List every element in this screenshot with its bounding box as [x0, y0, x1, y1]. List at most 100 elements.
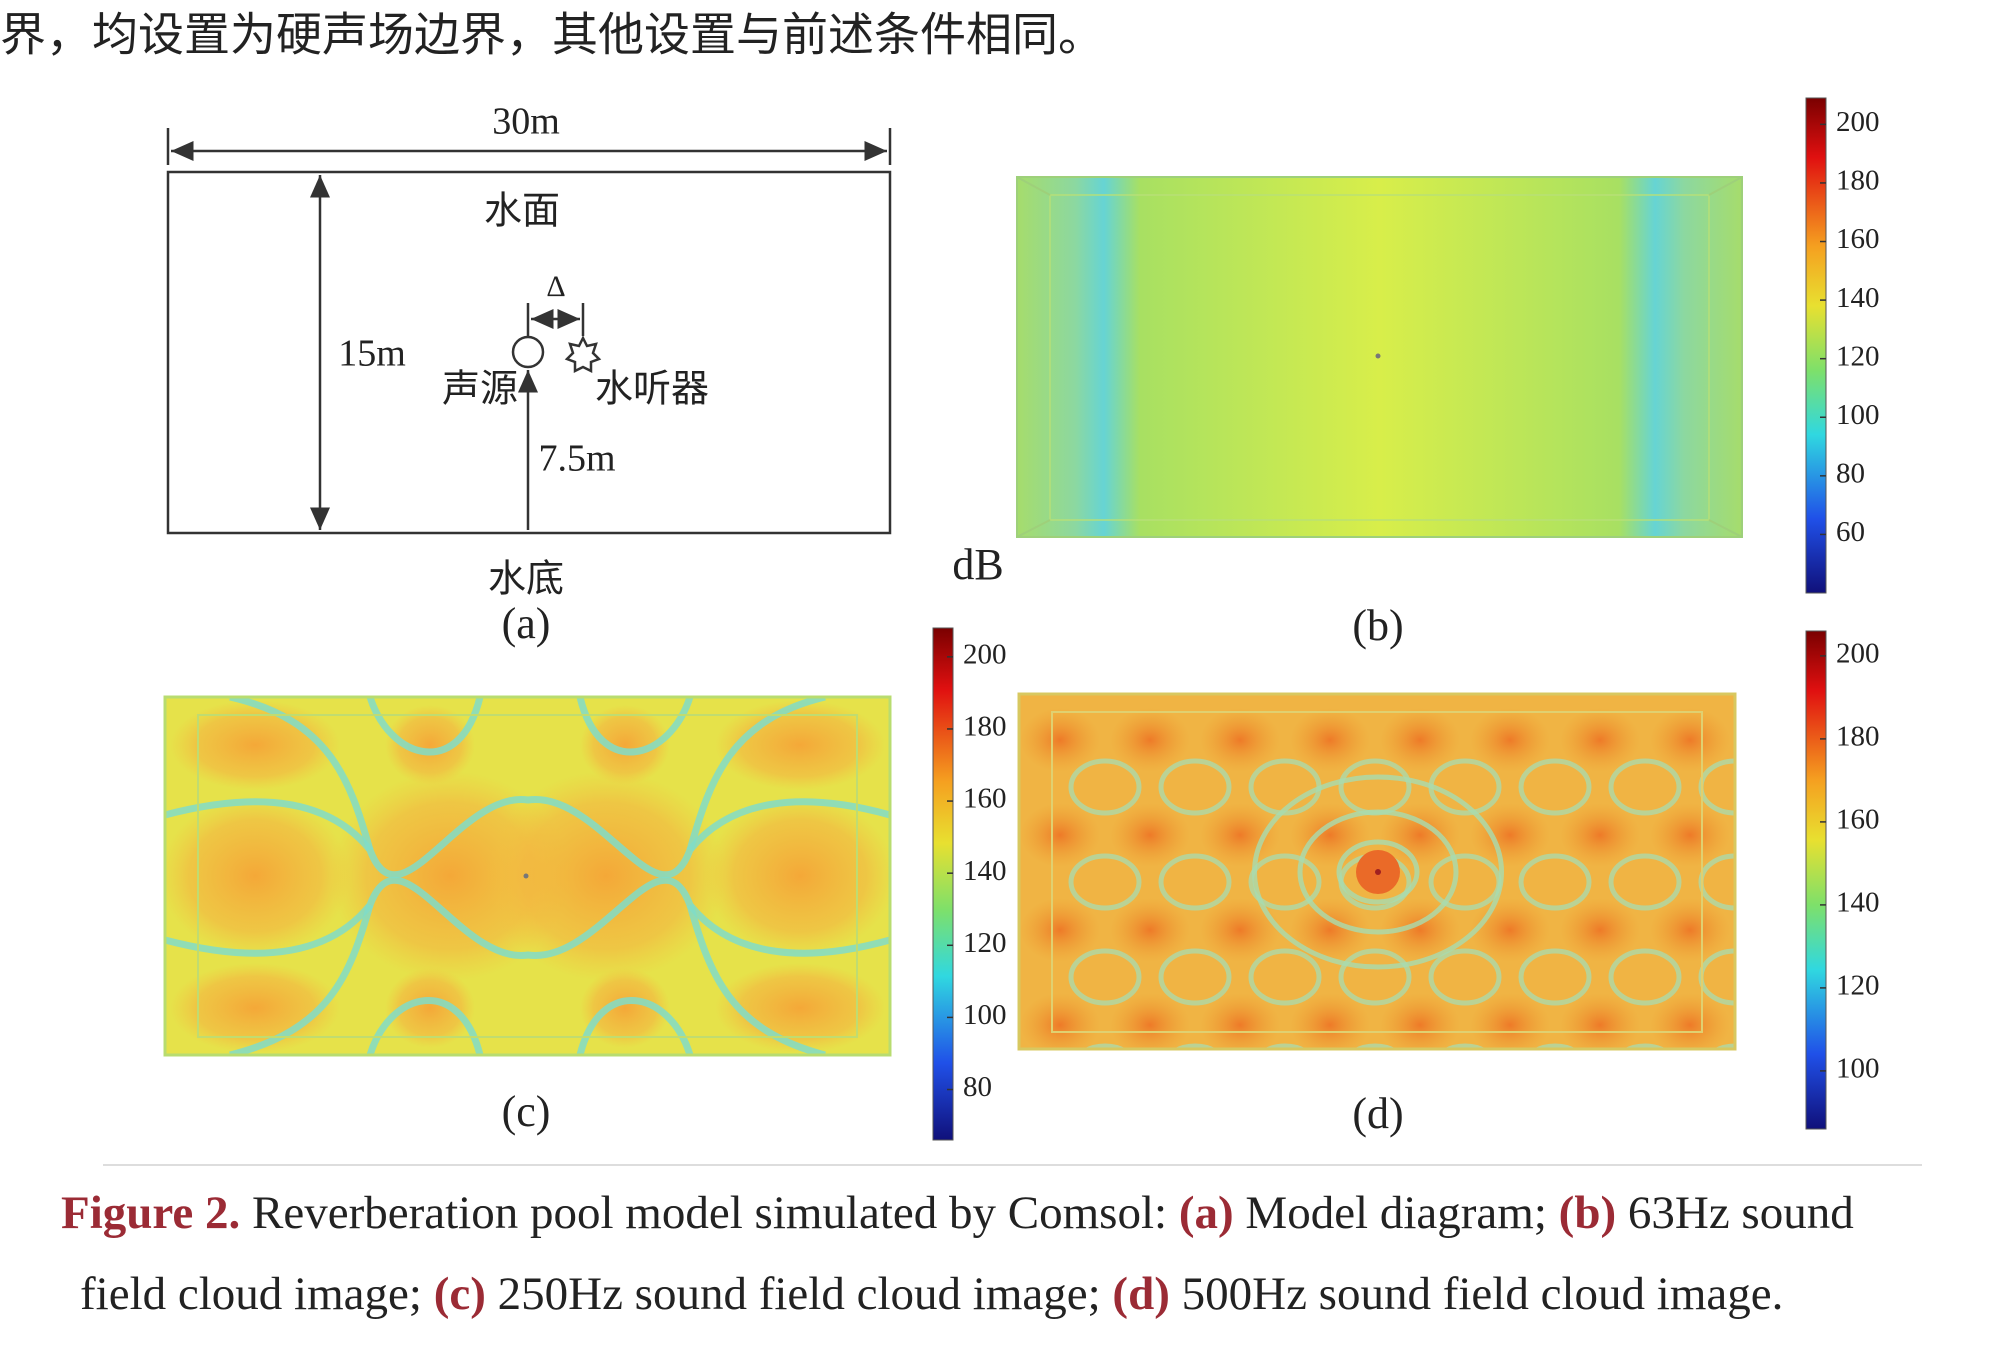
field-node-line [1336, 839, 1420, 905]
heatmap-d-border [1017, 692, 1737, 1051]
colorbar-tick-label: 180 [1836, 721, 1880, 753]
header-text: 界，均设置为硬声场边界，其他设置与前述条件相同。 [0, 10, 1104, 61]
field-blob [385, 705, 475, 785]
field-node-line [1353, 1043, 1397, 1049]
field-blob [1560, 708, 1640, 772]
field-node-line [1518, 853, 1592, 911]
field-blob [1020, 993, 1100, 1049]
colorbar [1805, 97, 1827, 594]
panel-label: (a) [502, 599, 551, 648]
field-node-line [1608, 948, 1682, 1006]
field-node-line [1068, 853, 1142, 911]
source-point [523, 873, 529, 879]
field-blob [580, 968, 670, 1048]
panel-label: (d) [1352, 1089, 1403, 1138]
caption-text: 250Hz sound field cloud image; [498, 1268, 1101, 1320]
field-node-line [1623, 1043, 1667, 1049]
colorbar-tick-label: 200 [1836, 106, 1880, 138]
field-node-line [686, 904, 826, 1055]
colorbar [1805, 630, 1827, 1130]
delta-label: Δ [546, 270, 565, 303]
field-blob [1110, 993, 1190, 1049]
field-node-line [165, 876, 890, 959]
field-blob [165, 796, 350, 956]
caption-text: 63Hz sound [1628, 1187, 1854, 1239]
heatmap-b [1016, 176, 1743, 538]
panel-label: (b) [1352, 601, 1403, 650]
field-blob [1380, 803, 1460, 867]
field-node-line [686, 697, 826, 851]
field-node-line [1263, 1043, 1307, 1049]
depth-label: 7.5m [538, 438, 615, 480]
field-node-line [1068, 758, 1142, 816]
field-node-line [1158, 758, 1232, 816]
field-blob [1560, 898, 1640, 962]
colorbar-tick-label: 160 [963, 783, 1007, 815]
field-blob [1380, 898, 1460, 962]
caption-label: (d) [1112, 1268, 1169, 1320]
field-node-line [1338, 948, 1412, 1006]
model-diagram [166, 128, 892, 535]
caption-text: Model diagram; [1245, 1187, 1547, 1239]
colorbar-tick-label: 140 [1836, 887, 1880, 919]
field-blob [1200, 898, 1280, 962]
colorbar-tick-label: 180 [1836, 165, 1880, 197]
field-blob [1110, 803, 1190, 867]
field-blob [1110, 898, 1190, 962]
field-blob [1200, 993, 1280, 1049]
source-point [1375, 869, 1381, 875]
field-node-line [1518, 948, 1592, 1006]
unit-label: dB [952, 540, 1003, 589]
field-blob [1470, 708, 1550, 772]
field-blob [715, 963, 885, 1053]
field-blob [1650, 993, 1730, 1049]
field-node-line [1252, 774, 1504, 970]
field-node-line [1158, 948, 1232, 1006]
colorbar-tick-label: 100 [963, 999, 1007, 1031]
top-label: 水面 [484, 191, 560, 233]
heatmap-c-inner [197, 714, 858, 1038]
colorbar-tick-label: 140 [963, 855, 1007, 887]
field-blob [1470, 993, 1550, 1049]
field-blob [1560, 993, 1640, 1049]
heatmap-d [1019, 694, 1735, 1049]
field-node-line [229, 904, 374, 1055]
colorbar-tick-label: 140 [1836, 282, 1880, 314]
field-blob [170, 700, 340, 790]
field-blob [1560, 803, 1640, 867]
field-node-line [1297, 809, 1459, 935]
height-label: 15m [338, 333, 406, 375]
field-blob [1110, 708, 1190, 772]
field-blob [1650, 898, 1730, 962]
colorbar-tick-label: 120 [1836, 340, 1880, 372]
field-blob [486, 771, 726, 981]
colorbar-tick-label: 60 [1836, 516, 1865, 548]
hydrophone-label: 水听器 [595, 369, 709, 411]
field-node-line [576, 997, 694, 1055]
field-node-line [1533, 1043, 1577, 1049]
field-node-line [1518, 758, 1592, 816]
field-blob [1020, 708, 1100, 772]
field-blob [385, 968, 475, 1048]
field-node-line [1068, 948, 1142, 1006]
field-blob [1650, 803, 1730, 867]
field-node-line [366, 997, 484, 1055]
colorbar-tick-label: 80 [963, 1071, 992, 1103]
field-node-line [165, 796, 890, 879]
heatmap-c [165, 697, 890, 1055]
field-node-line [1248, 853, 1322, 911]
field-blob [1650, 708, 1730, 772]
width-label: 30m [492, 101, 560, 143]
field-node-line [1158, 853, 1232, 911]
colorbar-tick-label: 100 [1836, 399, 1880, 431]
source-label: 声源 [442, 369, 518, 411]
caption-label: Figure 2. [61, 1187, 240, 1239]
caption-text: field cloud image; [80, 1268, 422, 1320]
field-node-line [366, 697, 484, 756]
heatmap-d-inner [1051, 711, 1703, 1033]
field-blob [1470, 803, 1550, 867]
field-blob [715, 700, 885, 790]
caption-label: (b) [1559, 1187, 1616, 1239]
field-blob [1380, 993, 1460, 1049]
